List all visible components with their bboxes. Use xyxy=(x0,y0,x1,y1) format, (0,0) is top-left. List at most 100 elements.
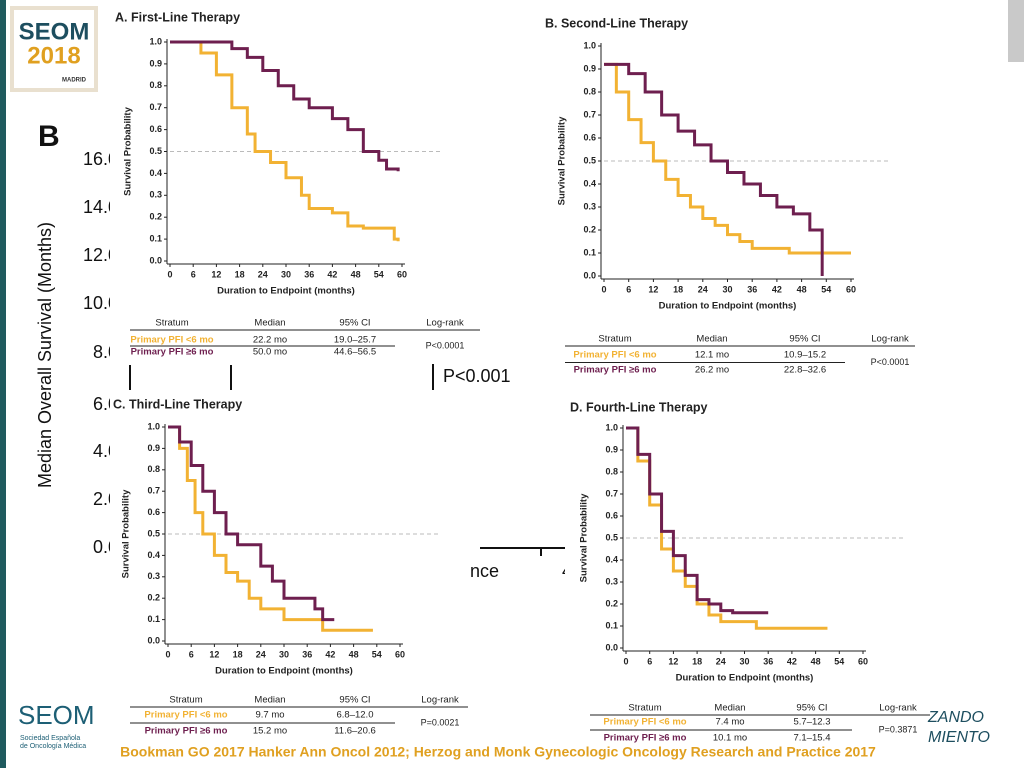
x-axis-label: Duration to Endpoint (months) xyxy=(215,666,353,677)
table-header: Log-rank xyxy=(426,318,464,329)
survival-curve xyxy=(626,426,769,615)
event-logo: SEOM 2018 MADRID xyxy=(10,6,98,92)
y-tick-label: 1.0 xyxy=(583,40,596,50)
logo-card xyxy=(14,10,94,88)
y-tick-label: 0.9 xyxy=(149,58,162,68)
y-tick-label: 10.0 xyxy=(83,293,118,313)
x-tick-label: 48 xyxy=(351,269,361,279)
y-axis-label: Median Overall Survival (Months) xyxy=(35,222,55,488)
x-tick-label: 30 xyxy=(722,284,732,294)
table-cell: 26.2 mo xyxy=(695,365,729,376)
x-tick-label: 18 xyxy=(233,649,243,659)
y-tick-label: 0.6 xyxy=(605,510,618,520)
table-cell: 6.8–12.0 xyxy=(337,710,374,721)
survival-curve xyxy=(604,62,851,255)
x-tick-label: 18 xyxy=(235,269,245,279)
table-cell: 19.0–25.7 xyxy=(334,335,376,346)
y-tick-label: 0.2 xyxy=(149,212,162,222)
x-tick-label: 42 xyxy=(772,284,782,294)
y-tick-label: 0.5 xyxy=(583,155,596,165)
logo-text: de Oncología Médica xyxy=(20,743,86,750)
x-axis-label: Duration to Endpoint (months) xyxy=(676,673,814,684)
x-tick-label: 48 xyxy=(797,284,807,294)
y-tick-label: 0.3 xyxy=(605,576,618,586)
y-axis-label: Survival Probability xyxy=(123,106,134,195)
x-tick-label: 54 xyxy=(372,649,382,659)
y-tick-label: 0.2 xyxy=(583,224,596,234)
footer: Bookman GO 2017 Hanker Ann Oncol 2012; H… xyxy=(120,744,876,760)
x-tick-label: 48 xyxy=(349,649,359,659)
x-tick-label: 6 xyxy=(191,269,196,279)
table-header: Median xyxy=(254,318,285,329)
table-header: 95% CI xyxy=(796,703,827,714)
table-cell: 10.1 mo xyxy=(713,733,747,744)
chart-title: C. Third-Line Therapy xyxy=(113,397,242,411)
y-axis-label: Survival Probability xyxy=(579,493,590,582)
x-tick-label: 12 xyxy=(668,656,678,666)
y-axis-label: Survival Probability xyxy=(121,489,132,578)
log-rank: P=0.3871 xyxy=(879,724,918,734)
table-header: Stratum xyxy=(155,318,188,329)
table-header: 95% CI xyxy=(789,334,820,345)
x-tick-label: 24 xyxy=(716,656,726,666)
table-header: Stratum xyxy=(628,703,661,714)
table-cell: 7.1–15.4 xyxy=(794,733,831,744)
table-cell: 11.6–20.6 xyxy=(334,726,376,737)
chart-background xyxy=(540,10,930,385)
y-tick-label: 0.1 xyxy=(147,614,160,624)
x-tick-label: 24 xyxy=(258,269,268,279)
table-header: 95% CI xyxy=(339,318,370,329)
y-tick-label: 0.5 xyxy=(605,532,618,542)
table-cell: Primary PFI ≥6 mo xyxy=(574,365,657,376)
chart-title: B. Second-Line Therapy xyxy=(545,16,688,30)
table-cell: 15.2 mo xyxy=(253,726,287,737)
x-axis-label: Duration to Endpoint (months) xyxy=(217,286,355,297)
x-axis-label: Duration to Endpoint (months) xyxy=(659,301,797,312)
y-tick-label: 14.0 xyxy=(83,197,118,217)
x-tick-label: 60 xyxy=(397,269,407,279)
y-tick-label: 0.8 xyxy=(149,80,162,90)
x-tick-label: 54 xyxy=(374,269,384,279)
y-tick-label: 0.7 xyxy=(605,488,618,498)
x-tick-label: 30 xyxy=(739,656,749,666)
x-tick-label: 6 xyxy=(647,656,652,666)
x-tick-label: 54 xyxy=(821,284,831,294)
y-tick-label: 0.4 xyxy=(583,178,596,188)
logo-text: ZANDO xyxy=(927,709,984,726)
km-chart: B. Second-Line Therapy 0.0 0.1 0.2 0.3 0.4 0.5… xyxy=(540,10,930,385)
x-tick-label: 30 xyxy=(281,269,291,279)
x-tick-label: 12 xyxy=(648,284,658,294)
x-tick-label: 12 xyxy=(211,269,221,279)
y-tick-label: 0.7 xyxy=(583,109,596,119)
y-tick-label: 16.0 xyxy=(83,149,118,169)
table-header: 95% CI xyxy=(339,695,370,706)
table-header: Log-rank xyxy=(879,703,917,714)
table-cell: 22.8–32.6 xyxy=(784,365,826,376)
y-tick-label: 0.1 xyxy=(583,247,596,257)
y-tick-label: 0.4 xyxy=(605,554,618,564)
logo-text: SEOM xyxy=(18,700,95,730)
y-tick-label: 0.1 xyxy=(149,233,162,243)
y-tick-label: 0.7 xyxy=(149,102,162,112)
panel-label: B xyxy=(38,120,60,153)
logo-text: Sociedad Española xyxy=(20,735,80,742)
x-tick-label: 6 xyxy=(626,284,631,294)
x-tick-label: 60 xyxy=(846,284,856,294)
table-cell: Primary PFI <6 mo xyxy=(144,710,227,721)
y-tick-label: 1.0 xyxy=(147,421,160,431)
y-tick-label: 0.0 xyxy=(583,270,596,280)
table-header: Stratum xyxy=(169,695,202,706)
y-tick-label: 0.6 xyxy=(149,124,162,134)
log-rank: P=0.0021 xyxy=(421,717,460,727)
table-header: Log-rank xyxy=(871,334,909,345)
y-tick-label: 0.9 xyxy=(147,443,160,453)
x-tick-label: 0 xyxy=(167,269,172,279)
table-cell: 44.6–56.5 xyxy=(334,347,376,358)
table-cell: 22.2 mo xyxy=(253,335,287,346)
survival-curve xyxy=(168,425,335,622)
x-tick-label: 36 xyxy=(763,656,773,666)
y-tick-label: 0.3 xyxy=(583,201,596,211)
chart-title: A. First-Line Therapy xyxy=(115,10,240,24)
y-tick-label: 12.0 xyxy=(83,245,118,265)
